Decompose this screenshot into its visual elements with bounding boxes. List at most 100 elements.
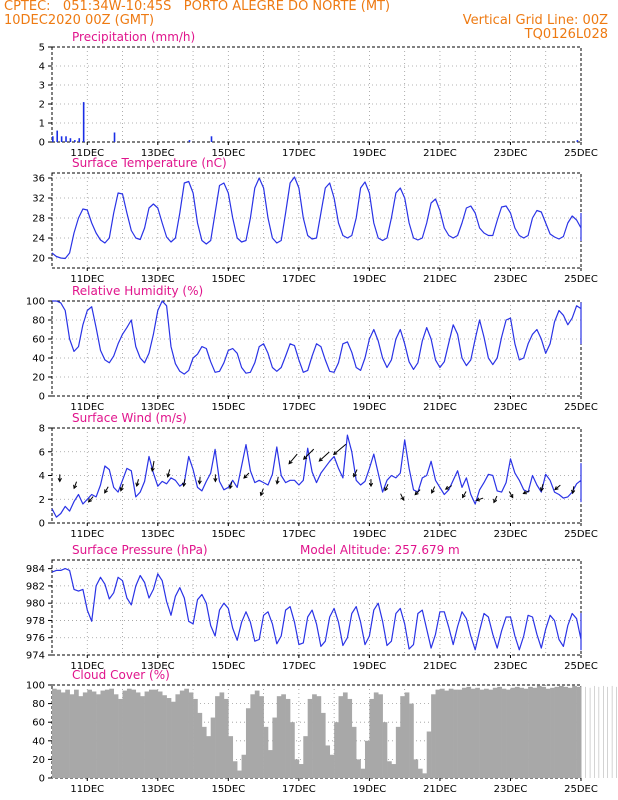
cloud-cover-bar <box>453 689 458 778</box>
cloud-cover-bar <box>439 688 445 778</box>
cloud-cover-bar <box>426 731 432 778</box>
header-line1: CPTEC: 051:34W-10:45S PORTO ALEGRE DO NO… <box>4 0 391 14</box>
cloud-cover-bar <box>497 686 502 778</box>
y-tick-label: 3 <box>39 81 45 92</box>
cloud-cover-bar <box>532 687 538 778</box>
x-tick-label: 13DEC <box>141 274 175 285</box>
cloud-cover-bar <box>611 685 613 778</box>
x-tick-label: 25DEC <box>564 148 598 159</box>
wind-arrow <box>540 483 544 491</box>
y-tick-label: 8 <box>39 424 45 435</box>
wind-arrow-head <box>302 455 308 460</box>
cloud-cover-bar <box>237 770 242 778</box>
wind-arrow <box>476 497 484 501</box>
cloud-cover-bar <box>320 712 326 778</box>
cloud-cover-bar <box>285 698 291 778</box>
y-tick-label: 0 <box>39 519 45 530</box>
panel-title: Cloud Cover (%) <box>72 668 170 682</box>
cloud-cover-bar <box>118 698 123 778</box>
panel-title: Precipitation (mm/h) <box>72 30 195 44</box>
precip-bar <box>78 138 81 142</box>
cloud-cover-bar <box>400 696 405 778</box>
series-line <box>51 434 582 518</box>
x-tick-label: 13DEC <box>141 529 175 540</box>
panel-frame <box>51 172 582 269</box>
x-tick-label: 25DEC <box>564 661 598 672</box>
y-tick-label: 28 <box>32 214 45 225</box>
cloud-cover-bar <box>179 690 185 778</box>
y-tick-label: 100 <box>26 681 45 692</box>
cloud-cover-bar <box>364 740 370 778</box>
x-tick-label: 13DEC <box>141 784 175 795</box>
cloud-cover-bar <box>312 694 317 778</box>
panel-title: Surface Pressure (hPa) <box>72 543 208 557</box>
cloud-cover-bar <box>104 689 110 778</box>
cloud-cover-bar <box>492 687 498 778</box>
precip-bar <box>576 140 579 142</box>
wind-arrow-head <box>228 484 233 490</box>
cloud-cover-bar <box>563 686 569 778</box>
y-tick-label: 4 <box>39 471 45 482</box>
wind-arrow <box>333 443 347 455</box>
x-tick-label: 19DEC <box>353 402 387 413</box>
cloud-cover-bar <box>294 759 300 778</box>
y-tick-label: 978 <box>26 616 45 627</box>
wind-arrow <box>260 488 264 496</box>
y-tick-label: 0 <box>39 138 45 149</box>
wind-arrow-head <box>104 489 108 494</box>
cloud-cover-bar <box>69 694 75 778</box>
cloud-cover-bar <box>65 689 70 778</box>
cloud-cover-bar <box>528 686 533 778</box>
cloud-cover-bar <box>567 687 573 778</box>
x-tick-label: 15DEC <box>211 529 245 540</box>
cloud-cover-bar <box>506 689 511 778</box>
cloud-cover-bar <box>342 692 348 778</box>
panel-title: Relative Humidity (%) <box>72 284 203 298</box>
x-tick-label: 17DEC <box>282 661 316 672</box>
wind-arrow <box>120 483 124 491</box>
x-tick-label: 11DEC <box>70 661 104 672</box>
x-tick-label: 23DEC <box>494 661 528 672</box>
wind-arrow-head <box>213 478 218 483</box>
header-grid-note: Vertical Grid Line: 00Z <box>462 13 608 28</box>
wind-arrow-head <box>275 480 280 485</box>
cloud-cover-bar <box>144 691 150 778</box>
wind-arrow-head <box>493 498 498 504</box>
y-tick-label: 60 <box>32 718 45 729</box>
cloud-cover-bar <box>56 689 62 778</box>
cloud-cover-bar <box>74 689 79 778</box>
cloud-cover-bar <box>395 726 401 778</box>
wind-arrow-head <box>571 489 576 495</box>
cloud-cover-bar <box>479 689 485 778</box>
x-tick-label: 17DEC <box>282 529 316 540</box>
cloud-cover-bar <box>409 703 414 778</box>
wind-arrow <box>508 491 514 498</box>
cloud-cover-bar <box>536 685 542 778</box>
cloud-cover-bar <box>276 696 282 778</box>
wind-arrow-head <box>400 496 405 501</box>
series-line <box>51 568 582 651</box>
cloud-cover-bar <box>228 736 234 778</box>
cloud-cover-bar <box>616 686 617 778</box>
precip-bar <box>56 130 59 142</box>
x-tick-label: 21DEC <box>423 529 457 540</box>
panel-title: Surface Wind (m/s) <box>72 411 187 425</box>
cloud-cover-bar <box>281 694 286 778</box>
x-tick-label: 15DEC <box>211 402 245 413</box>
cloud-cover-bar <box>413 759 419 778</box>
cloud-cover-bar <box>316 696 322 778</box>
cloud-cover-bar <box>514 686 520 778</box>
cloud-cover-bar <box>171 701 176 778</box>
cloud-cover-bar <box>206 736 211 778</box>
wind-arrow <box>431 486 436 494</box>
cloud-cover-bar <box>334 722 339 778</box>
cloud-cover-bar <box>488 689 494 778</box>
precip-bar <box>113 132 116 142</box>
panel-frame <box>51 46 582 143</box>
cloud-cover-bar <box>175 694 181 778</box>
cloud-cover-bar <box>259 696 264 778</box>
x-tick-label: 25DEC <box>564 529 598 540</box>
cloud-cover-bar <box>122 690 128 778</box>
y-tick-label: 20 <box>32 373 45 384</box>
cloud-cover-bar <box>241 754 247 778</box>
